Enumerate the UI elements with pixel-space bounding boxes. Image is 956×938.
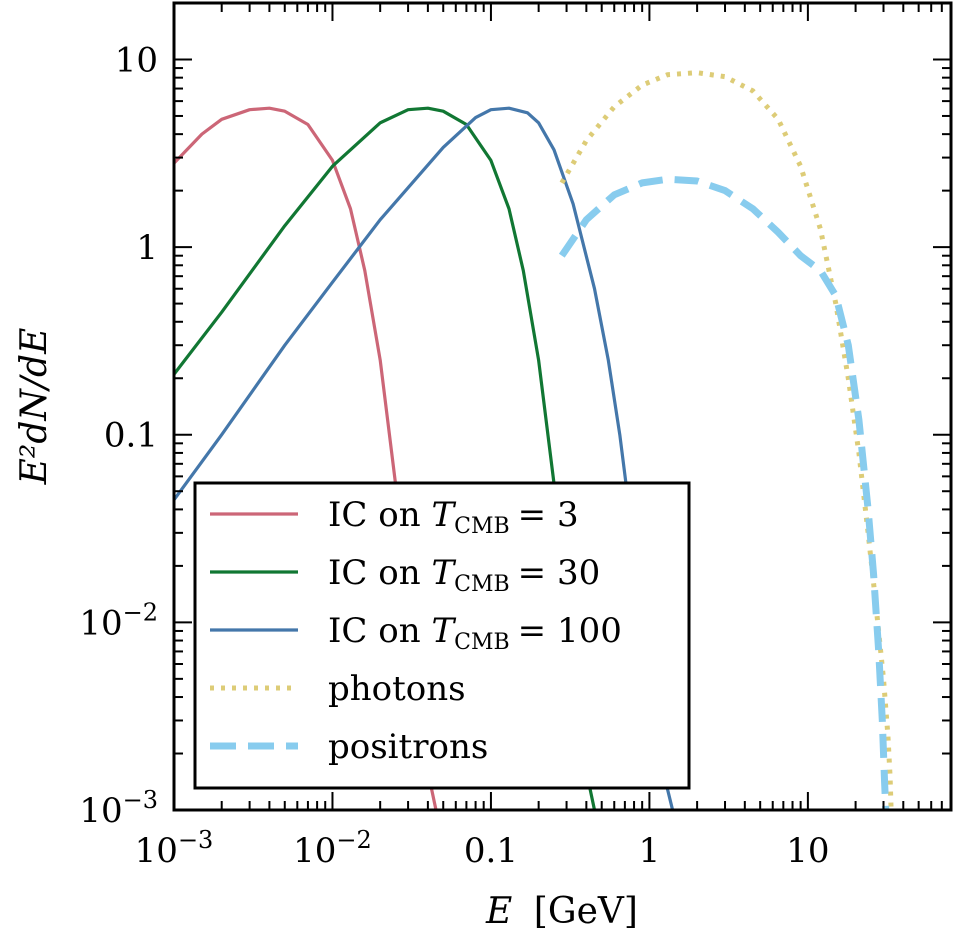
- y-axis-label: E²dN/dE: [14, 328, 55, 486]
- plot-frame: [172, 1, 953, 812]
- series-line-5: [558, 175, 890, 810]
- legend-frame: [193, 481, 691, 790]
- x-tick-label: 10: [786, 831, 829, 871]
- x-tick-label: 10−2: [293, 826, 372, 871]
- legend-label-3: IC on TCMB = 100: [328, 611, 622, 655]
- x-tick-label: 10−3: [135, 826, 214, 871]
- x-tick-label: 1: [639, 831, 661, 871]
- tick-label-layer: 10−3 10−2 0.1 1 10 10−3 10−2 0.1 1 10: [79, 40, 829, 871]
- x-axis-label: E [GeV]: [485, 891, 638, 932]
- x-axis-label-var: E: [485, 891, 512, 932]
- y-tick-label: 0.1: [104, 416, 158, 456]
- legend-label-4: photons: [328, 669, 466, 709]
- y-tick-label: 1: [136, 228, 158, 268]
- y-tick-label: 10: [115, 40, 158, 80]
- x-axis-label-unit: [GeV]: [534, 891, 638, 932]
- x-tick-label: 0.1: [464, 831, 518, 871]
- legend: IC on TCMB = 3 IC on TCMB = 30 IC on TCMB = 1…: [193, 481, 691, 790]
- legend-label-2: IC on TCMB = 30: [328, 553, 600, 597]
- y-tick-label: 10−3: [79, 786, 158, 831]
- y-tick-label: 10−2: [79, 598, 158, 643]
- legend-label-1: IC on TCMB = 3: [328, 495, 579, 539]
- legend-items: IC on TCMB = 3 IC on TCMB = 30 IC on TCMB = 1…: [210, 495, 622, 767]
- series-line-4: [559, 70, 894, 810]
- legend-label-5: positrons: [328, 727, 488, 767]
